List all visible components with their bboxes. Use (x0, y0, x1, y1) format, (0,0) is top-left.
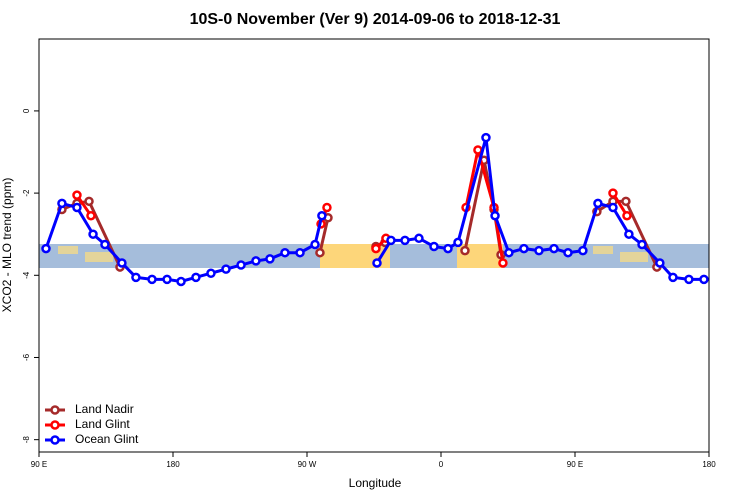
data-point (221, 264, 231, 274)
data-point (668, 272, 678, 283)
data-point (236, 260, 246, 270)
x-axis-label: Longitude (349, 476, 402, 490)
y-tick-label: 0 (22, 108, 31, 113)
data-point (315, 247, 325, 258)
data-point (371, 243, 381, 254)
legend-label: Land Glint (75, 417, 130, 431)
data-point (549, 243, 559, 254)
y-axis-label: XCO2 - MLO trend (ppm) (0, 178, 14, 313)
legend-label: Ocean Glint (75, 432, 139, 446)
data-point (490, 210, 500, 221)
data-point (608, 202, 618, 213)
data-point (684, 274, 694, 285)
data-point (498, 258, 508, 268)
y-tick-label: -2 (22, 189, 31, 197)
data-point (504, 247, 514, 258)
data-point (414, 233, 424, 244)
y-tick-label: -4 (22, 271, 31, 279)
data-point (519, 243, 529, 254)
x-tick-label: 180 (702, 460, 716, 469)
data-point (453, 237, 463, 248)
data-point (563, 247, 573, 258)
data-point (473, 145, 483, 155)
data-point (317, 210, 327, 221)
data-point (621, 196, 631, 207)
data-point (86, 210, 96, 221)
data-point (578, 245, 588, 256)
data-point (57, 198, 67, 209)
land-region (85, 252, 113, 262)
legend-marker (50, 420, 60, 430)
data-point (534, 245, 544, 256)
x-tick-label: 0 (439, 460, 444, 469)
data-point (372, 258, 382, 268)
series-line (464, 149, 505, 264)
data-point (88, 229, 98, 239)
data-point (191, 272, 201, 283)
data-point (608, 188, 618, 198)
data-point (622, 210, 632, 221)
data-point (295, 247, 305, 258)
legend-marker (50, 435, 60, 445)
data-point (310, 239, 320, 250)
land-region (593, 246, 613, 254)
y-tick-label: -8 (22, 436, 31, 444)
legend-label: Land Nadir (75, 402, 134, 416)
data-point (699, 274, 709, 285)
data-point (41, 243, 51, 254)
data-point (481, 132, 491, 143)
data-point (131, 272, 141, 283)
data-point (460, 245, 470, 256)
data-point (176, 276, 186, 287)
data-point (386, 235, 396, 246)
data-point (637, 239, 647, 250)
x-tick-label: 90 W (298, 460, 317, 469)
x-tick-label: 90 E (31, 460, 47, 469)
data-point (443, 243, 453, 254)
data-point (162, 274, 172, 285)
data-point (100, 239, 110, 250)
data-point (280, 247, 290, 258)
data-point (655, 258, 665, 268)
legend-marker (50, 405, 60, 415)
data-point (400, 235, 410, 246)
y-tick-label: -6 (22, 353, 31, 361)
chart-title: 10S-0 November (Ver 9) 2014-09-06 to 201… (190, 11, 561, 28)
data-point (206, 268, 216, 278)
data-point (624, 229, 634, 239)
data-point (84, 196, 94, 207)
data-point (429, 241, 439, 252)
data-point (147, 274, 157, 285)
land-region (620, 252, 648, 262)
series-line (318, 217, 330, 254)
data-point (251, 256, 261, 266)
x-tick-label: 90 E (567, 460, 583, 469)
land-region (58, 246, 78, 254)
data-point (265, 254, 275, 264)
data-point (322, 202, 332, 213)
plot-frame (38, 38, 710, 453)
data-point (72, 190, 82, 200)
data-point (593, 198, 603, 209)
data-point (72, 202, 82, 213)
x-tick-label: 180 (166, 460, 180, 469)
data-point (117, 258, 127, 268)
